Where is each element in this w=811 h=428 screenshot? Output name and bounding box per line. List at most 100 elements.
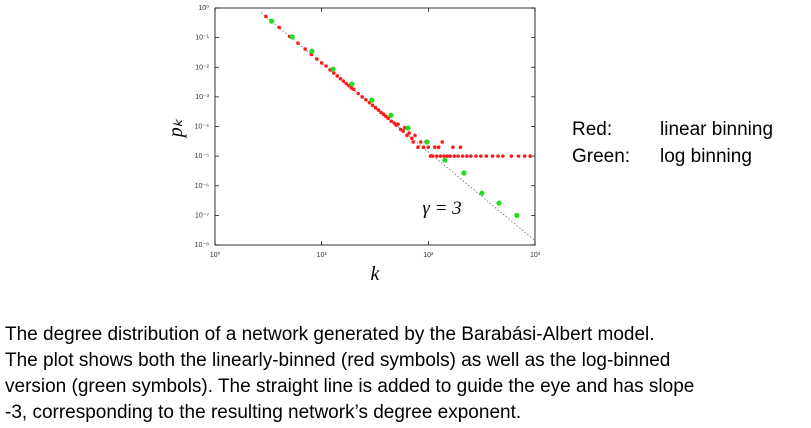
point [461,170,467,176]
y-tick-label: 10⁻⁵ [195,153,209,160]
x-tick-label: 10⁰ [210,251,221,259]
point [289,34,295,40]
point [269,18,275,24]
point [296,41,300,45]
legend-key: Red: [572,119,612,140]
point [369,97,375,103]
y-tick-label: 10⁰ [198,4,209,12]
x-tick-label: 10¹ [317,252,328,259]
point [452,154,457,158]
point [445,154,449,158]
caption-line: The degree distribution of a network gen… [5,324,655,345]
caption-line: -3, corresponding to the resulting netwo… [5,402,521,423]
point [468,154,473,158]
y-tick-label: 10⁻⁴ [195,124,210,131]
caption-line: version (green symbols). The straight li… [5,376,694,397]
point [410,136,414,141]
point [411,140,415,144]
point [341,79,346,83]
point [438,154,443,158]
legend-label: log binning [660,146,752,167]
point [436,145,441,150]
x-tick-label: 10² [423,252,434,259]
plot-frame [214,7,536,246]
point [370,103,375,108]
caption-line: The plot shows both the linearly-binned … [5,350,670,371]
point [516,154,521,158]
point [413,133,417,138]
point [356,91,360,96]
y-tick-label: 10⁻² [195,64,209,71]
point [460,154,465,158]
point [419,140,423,144]
point [332,71,336,75]
y-tick-label: 10⁻¹ [195,35,209,42]
point [484,154,489,158]
point [303,47,307,51]
point [478,154,483,158]
point [335,74,340,78]
point [349,81,355,87]
point [440,140,445,144]
legend-key: Green: [572,146,630,167]
point [416,145,420,150]
point [344,81,349,86]
point [496,200,502,206]
point [396,122,400,126]
y-tick-label: 10⁻⁸ [195,242,209,249]
point [509,154,514,158]
point [434,154,439,158]
point [388,112,394,118]
point [442,154,446,158]
point [405,133,409,138]
point [324,64,328,68]
point [309,48,315,54]
point [456,154,460,158]
point [407,131,411,135]
point [389,119,394,124]
point [381,112,386,117]
point [458,145,463,150]
point [448,154,452,158]
point [376,108,381,112]
point [465,154,469,158]
x-axis-label: k [371,263,381,285]
point [319,61,324,65]
guide-line [260,12,536,242]
point [522,154,527,158]
point [264,14,268,19]
point [351,87,356,92]
point [479,190,485,196]
point [474,154,478,158]
y-axis-label: pₖ [165,118,187,139]
point [360,95,365,99]
point [496,154,500,158]
point [421,145,426,150]
point [364,97,368,102]
point [501,154,505,158]
x-tick-label: 10³ [530,252,541,259]
point [424,139,430,145]
point [442,157,448,163]
point [430,154,435,158]
point [451,145,455,150]
point [314,57,319,61]
y-tick-label: 10⁻⁶ [195,183,209,190]
point [373,105,378,110]
point [338,76,343,81]
point [426,145,431,150]
point [528,154,532,158]
point [330,66,336,72]
point [490,154,495,158]
point [379,110,383,115]
point [433,145,437,150]
y-tick-label: 10⁻⁷ [195,212,209,219]
legend-label: linear binning [660,119,773,140]
annotation: γ = 3 [422,198,461,219]
point [277,25,282,30]
point [514,212,520,218]
point [386,116,390,121]
point [401,129,405,133]
